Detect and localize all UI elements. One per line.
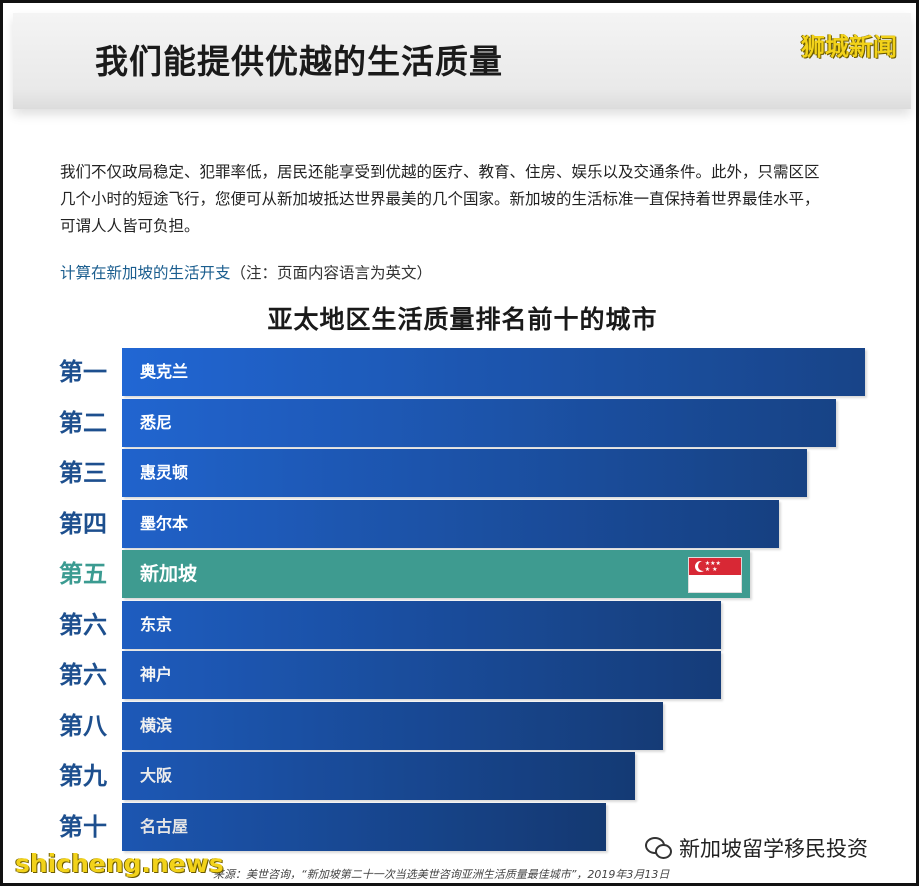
singapore-flag-icon: ★★★ ★ ★: [687, 557, 742, 593]
bar-label: 神户: [140, 665, 173, 684]
intro-line: 我们不仅政局稳定、犯罪率低，居民还能享受到优越的医疗、教育、住房、娱乐以及交通条…: [60, 163, 820, 181]
language-note: （注：页面内容语言为英文）: [230, 264, 433, 282]
bar: 惠灵顿: [122, 449, 808, 497]
rank-label: 第九: [59, 761, 107, 790]
bar-label: 悉尼: [140, 412, 173, 432]
rank-label: 第三: [59, 458, 107, 487]
bar: 奥克兰: [122, 348, 865, 396]
rank-label: 第一: [59, 357, 107, 386]
bar: 横滨: [122, 701, 664, 750]
bar-label: 东京: [140, 614, 173, 634]
rank-label: 第五: [59, 559, 107, 588]
rank-label: 第八: [59, 710, 107, 740]
bar: 悉尼: [122, 398, 837, 447]
wechat-account: 新加坡留学移民投资: [645, 833, 868, 863]
intro-line: 几个小时的短途飞行，您便可从新加坡抵达世界最美的几个国家。新加坡的生活标准一直保…: [60, 190, 820, 208]
bar: 神户: [122, 651, 721, 699]
wechat-icon: [645, 837, 672, 859]
bar: 东京: [122, 600, 721, 649]
bar-label: 新加坡: [140, 563, 198, 585]
cost-calculator-link[interactable]: 计算在新加坡的生活开支: [60, 264, 231, 282]
intro-line: 可谓人人皆可负担。: [60, 217, 200, 235]
header-banner: 我们能提供优越的生活质量 狮城新闻: [13, 13, 911, 109]
bar-label: 惠灵顿: [140, 463, 189, 482]
page-title: 我们能提供优越的生活质量: [95, 42, 503, 81]
rank-label: 第四: [59, 508, 107, 538]
watermark-bottom: shicheng.news: [15, 849, 224, 878]
bar-label: 墨尔本: [140, 513, 189, 533]
bar-label: 横滨: [140, 715, 173, 735]
bar-label: 奥克兰: [140, 362, 189, 381]
wechat-account-label: 新加坡留学移民投资: [679, 837, 868, 861]
cost-calculator-row: 计算在新加坡的生活开支（注：页面内容语言为英文）: [60, 261, 432, 283]
intro-paragraph: 我们不仅政局稳定、犯罪率低，居民还能享受到优越的医疗、教育、住房、娱乐以及交通条…: [60, 159, 870, 240]
bar-label: 大阪: [140, 766, 173, 785]
source-note: 来源：美世咨询，“新加坡第二十一次当选美世咨询亚洲生活质量最佳城市”，2019年…: [213, 868, 670, 881]
rank-label: 第十: [59, 811, 107, 841]
rank-label: 第二: [59, 407, 107, 437]
chart-title: 亚太地区生活质量排名前十的城市: [267, 305, 658, 334]
rank-label: 第六: [59, 660, 107, 689]
bar-label: 名古屋: [140, 816, 189, 836]
bar: 大阪: [122, 752, 635, 800]
bar-highlight: 新加坡 ★★★ ★ ★: [122, 550, 750, 598]
bar: 墨尔本: [122, 499, 779, 548]
rank-label: 第六: [59, 609, 107, 639]
watermark-top: 狮城新闻: [801, 33, 897, 61]
bar: 名古屋: [122, 802, 606, 851]
